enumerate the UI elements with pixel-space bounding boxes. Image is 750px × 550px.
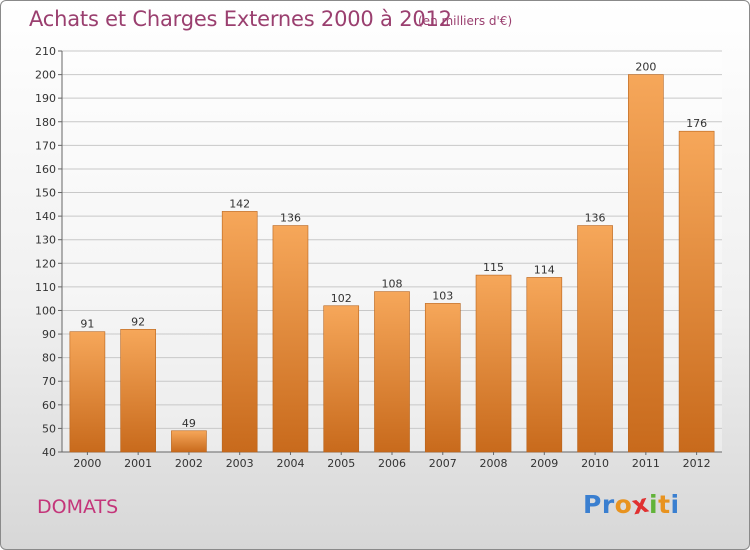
proxiti-logo: Proxiti [583, 489, 680, 521]
data-label: 200 [635, 61, 656, 74]
bar [526, 277, 563, 453]
data-label: 103 [432, 289, 453, 302]
bar [577, 225, 613, 453]
chart-subtitle: (en milliers d'€) [418, 14, 513, 28]
bar [272, 225, 309, 453]
x-tick-label: 2009 [530, 457, 558, 470]
y-tick-label: 160 [35, 163, 56, 176]
y-tick-label: 190 [35, 92, 56, 105]
y-tick-label: 40 [42, 446, 56, 459]
data-label: 136 [585, 212, 606, 225]
logo-letter: P [583, 490, 602, 519]
x-tick-label: 2002 [175, 457, 203, 470]
logo-letter: t [658, 490, 671, 519]
x-tick-label: 2005 [327, 457, 355, 470]
data-label: 49 [182, 417, 196, 430]
data-label: 102 [331, 292, 352, 305]
x-tick-label: 2008 [480, 457, 508, 470]
x-tick-label: 2001 [124, 457, 152, 470]
y-tick-label: 130 [35, 234, 56, 247]
data-label: 114 [534, 263, 555, 276]
x-tick-label: 2004 [276, 457, 304, 470]
bar [475, 274, 512, 453]
bar [628, 74, 664, 453]
data-label: 142 [229, 197, 250, 210]
bar [120, 329, 156, 453]
x-tick-label: 2012 [683, 457, 711, 470]
bar [171, 430, 207, 453]
y-tick-label: 50 [42, 422, 56, 435]
x-tick-label: 2011 [632, 457, 660, 470]
x-tick-label: 2003 [226, 457, 254, 470]
y-tick-label: 100 [35, 304, 56, 317]
bar [374, 291, 410, 453]
bar [221, 211, 258, 453]
commune-name: DOMATS [37, 496, 119, 518]
logo-letter: i [670, 490, 680, 519]
y-tick-label: 150 [35, 187, 56, 200]
y-tick-label: 60 [42, 399, 56, 412]
y-tick-label: 140 [35, 210, 56, 223]
chart-title: Achats et Charges Externes 2000 à 2012 [29, 7, 452, 31]
logo-letter: i [649, 490, 659, 519]
y-tick-label: 90 [42, 328, 56, 341]
logo-letter: o [614, 490, 633, 519]
bar [424, 303, 461, 453]
data-label: 92 [131, 315, 145, 328]
data-label: 91 [80, 318, 94, 331]
y-tick-label: 210 [35, 45, 56, 58]
bar [678, 130, 715, 453]
y-tick-label: 180 [35, 116, 56, 129]
y-tick-label: 170 [35, 139, 56, 152]
logo-letter: r [601, 490, 615, 519]
y-tick-label: 70 [42, 375, 56, 388]
bar [69, 331, 106, 453]
x-tick-label: 2006 [378, 457, 406, 470]
data-label: 115 [483, 261, 504, 274]
x-tick-label: 2000 [73, 457, 101, 470]
x-tick-label: 2007 [429, 457, 457, 470]
data-label: 108 [382, 278, 403, 291]
x-tick-label: 2010 [581, 457, 609, 470]
bar [323, 305, 360, 453]
y-tick-label: 80 [42, 352, 56, 365]
data-label: 176 [686, 117, 707, 130]
y-tick-label: 200 [35, 69, 56, 82]
data-label: 136 [280, 212, 301, 225]
y-tick-label: 120 [35, 257, 56, 270]
y-tick-label: 110 [35, 281, 56, 294]
